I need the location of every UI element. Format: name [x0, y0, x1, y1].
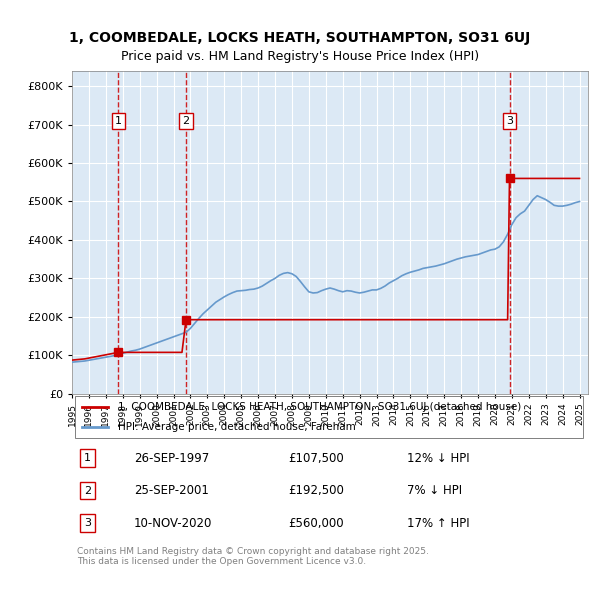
Text: HPI: Average price, detached house, Fareham: HPI: Average price, detached house, Fare…: [118, 422, 356, 432]
Text: 1: 1: [115, 116, 122, 126]
Text: 1, COOMBEDALE, LOCKS HEATH, SOUTHAMPTON, SO31 6UJ: 1, COOMBEDALE, LOCKS HEATH, SOUTHAMPTON,…: [70, 31, 530, 45]
Text: 10-NOV-2020: 10-NOV-2020: [134, 516, 212, 530]
Text: 3: 3: [506, 116, 513, 126]
Text: 12% ↓ HPI: 12% ↓ HPI: [407, 451, 470, 464]
Text: Contains HM Land Registry data © Crown copyright and database right 2025.
This d: Contains HM Land Registry data © Crown c…: [77, 547, 429, 566]
Text: 7% ↓ HPI: 7% ↓ HPI: [407, 484, 463, 497]
Text: 3: 3: [84, 518, 91, 528]
Text: Price paid vs. HM Land Registry's House Price Index (HPI): Price paid vs. HM Land Registry's House …: [121, 50, 479, 63]
Text: 1: 1: [84, 453, 91, 463]
Text: £192,500: £192,500: [289, 484, 344, 497]
Text: 17% ↑ HPI: 17% ↑ HPI: [407, 516, 470, 530]
Text: 26-SEP-1997: 26-SEP-1997: [134, 451, 209, 464]
Text: £560,000: £560,000: [289, 516, 344, 530]
Text: 25-SEP-2001: 25-SEP-2001: [134, 484, 209, 497]
Text: 2: 2: [84, 486, 91, 496]
Text: 1, COOMBEDALE, LOCKS HEATH, SOUTHAMPTON, SO31 6UJ (detached house): 1, COOMBEDALE, LOCKS HEATH, SOUTHAMPTON,…: [118, 402, 521, 412]
Text: 2: 2: [182, 116, 190, 126]
Text: £107,500: £107,500: [289, 451, 344, 464]
